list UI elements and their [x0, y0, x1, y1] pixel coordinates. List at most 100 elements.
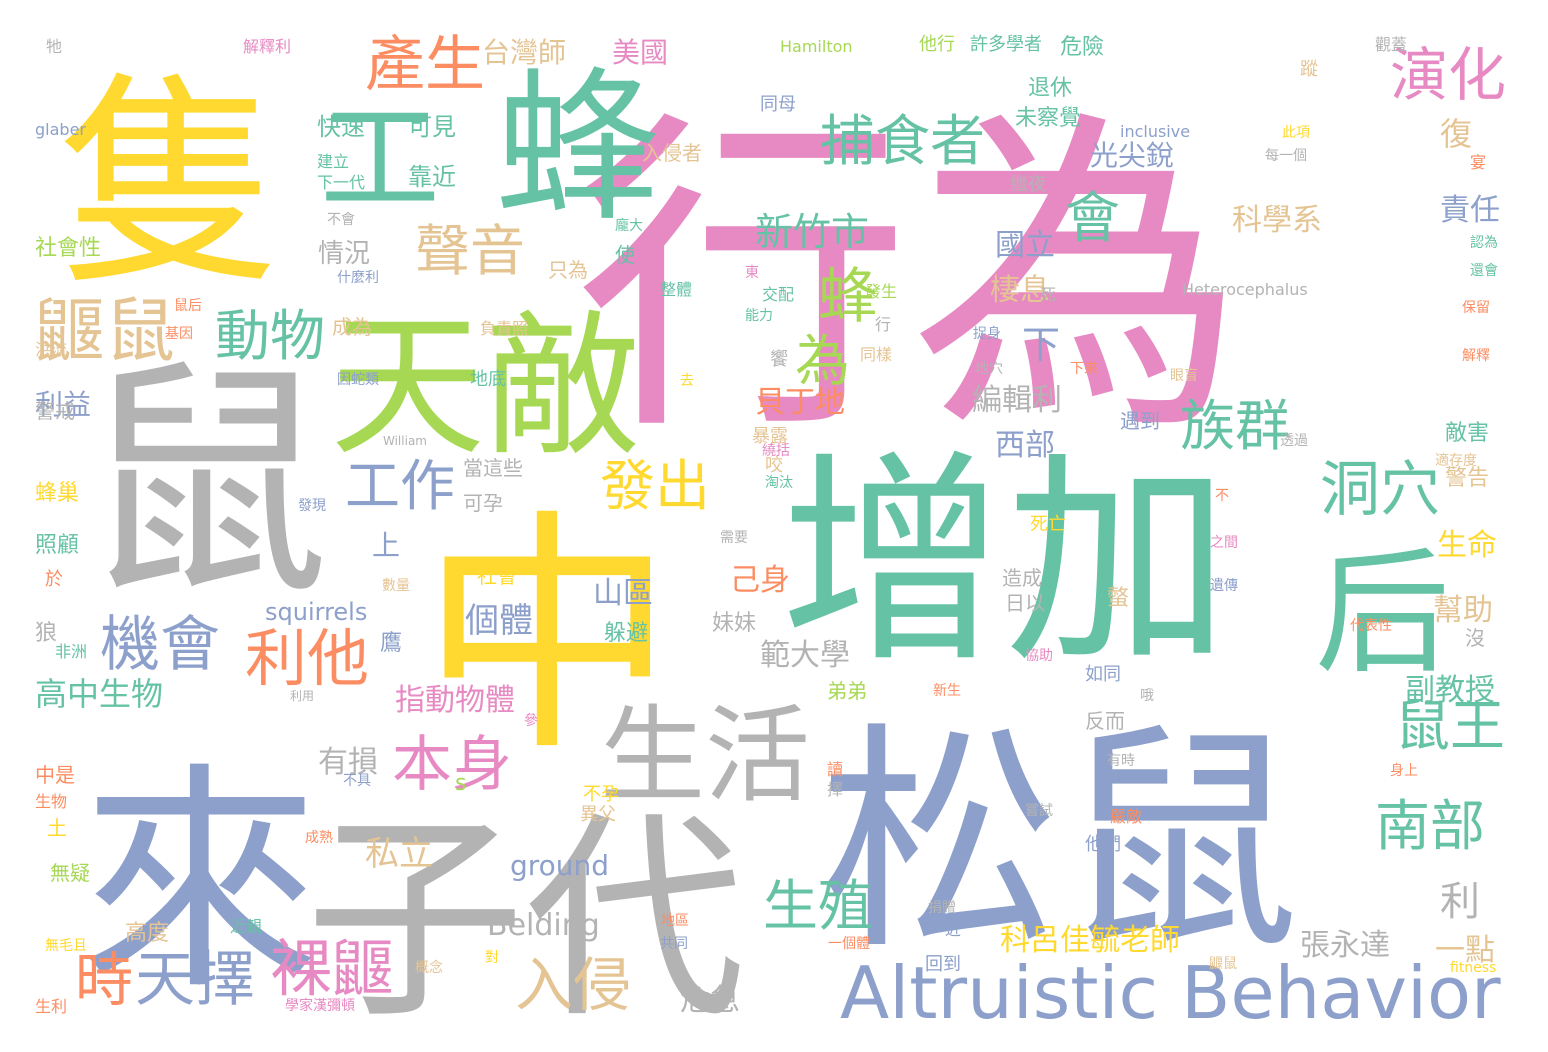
cloud-word-54: 副教授 [1405, 673, 1495, 708]
cloud-word-119: 敵害 [1445, 421, 1489, 446]
cloud-word-59: 高中生物 [35, 675, 163, 713]
cloud-word-36: 天擇 [135, 945, 255, 1015]
cloud-word-124: 因蛇類 [337, 372, 379, 388]
cloud-word-107: 東 [745, 265, 759, 281]
cloud-word-12: Altruistic Behavior [840, 951, 1501, 1035]
cloud-word-61: 私立 [365, 834, 433, 874]
cloud-word-108: 發生 [865, 282, 897, 301]
cloud-word-71: 上 [372, 529, 400, 562]
cloud-word-169: 一個體 [828, 936, 870, 952]
cloud-word-34: 裸鼴 [270, 932, 394, 1005]
cloud-word-14: 產生 [365, 30, 485, 100]
cloud-word-29: 本身 [392, 730, 512, 800]
cloud-word-80: 他行 [919, 34, 955, 55]
cloud-word-143: 協助 [1025, 648, 1053, 664]
cloud-word-92: 龐大 [615, 217, 643, 234]
cloud-word-141: 日以 [1005, 591, 1045, 615]
cloud-word-166: 擇 [827, 780, 843, 799]
cloud-word-103: Heterocephalus [1182, 280, 1308, 299]
cloud-word-91: 使 [615, 243, 635, 267]
cloud-word-5: 來 [80, 742, 320, 1022]
cloud-word-149: 他們 [1085, 834, 1121, 855]
cloud-word-133: 需要 [720, 530, 748, 546]
cloud-word-68: ground [510, 849, 609, 882]
cloud-word-184: 蜂巢 [35, 481, 79, 506]
cloud-word-38: 台灣師 [482, 36, 566, 69]
cloud-word-55: 生命 [1437, 528, 1497, 563]
cloud-word-138: 沒 [1465, 626, 1485, 650]
cloud-word-69: squirrels [265, 598, 367, 626]
cloud-word-150: 嚴敵 [1110, 807, 1142, 826]
cloud-word-72: 快速 [317, 113, 365, 141]
cloud-word-96: 此項 [1282, 125, 1310, 141]
cloud-word-56: 幫助 [1433, 593, 1493, 628]
cloud-word-147: 有時 [1107, 753, 1135, 769]
cloud-word-134: 不 [1215, 488, 1229, 504]
cloud-word-4: 增加 [780, 432, 1230, 694]
cloud-word-84: glaber [35, 120, 86, 139]
cloud-word-58: 指動物體 [395, 683, 515, 718]
cloud-word-114: 下來 [1070, 361, 1098, 377]
cloud-word-44: 棲息 [990, 273, 1050, 308]
cloud-word-198: 無毛且 [45, 938, 87, 954]
cloud-word-183: 警戒 [35, 399, 75, 423]
cloud-word-176: 學家漢彌頓 [285, 997, 355, 1014]
cloud-word-43: 國立 [995, 228, 1055, 263]
cloud-word-135: 之間 [1210, 535, 1238, 551]
cloud-word-172: 地區 [661, 913, 689, 929]
cloud-word-32: 生殖 [763, 874, 873, 938]
cloud-word-1: 隻 [58, 54, 283, 316]
cloud-word-157: 當這些 [463, 456, 523, 480]
cloud-word-31: 南部 [1375, 794, 1485, 858]
cloud-word-156: 社會 [477, 564, 517, 588]
cloud-word-142: 螫 [1107, 586, 1129, 611]
cloud-word-153: 新生 [933, 683, 961, 699]
cloud-word-85: 建立 [317, 152, 349, 171]
cloud-word-81: Hamilton [780, 37, 853, 56]
cloud-word-131: 繞括 [762, 443, 790, 459]
cloud-word-106: 整體 [660, 280, 692, 299]
cloud-word-180: 鼠后 [174, 298, 202, 314]
cloud-word-165: 讀 [827, 760, 843, 779]
cloud-word-105: 能力 [745, 308, 773, 324]
cloud-word-23: 族群 [1180, 394, 1290, 458]
cloud-word-26: 工作 [345, 454, 455, 518]
cloud-word-158: 可孕 [463, 491, 503, 515]
cloud-word-123: 負責照 [480, 319, 528, 338]
cloud-word-195: 無疑 [50, 861, 90, 885]
cloud-word-146: 反而 [1085, 709, 1125, 733]
cloud-word-40: 復 [1440, 115, 1472, 153]
cloud-word-89: 什麼利 [337, 270, 379, 286]
cloud-word-127: 饗 [770, 349, 788, 370]
cloud-word-35: 時 [75, 946, 133, 1014]
cloud-word-118: 解釋 [1462, 348, 1490, 364]
cloud-word-163: 異父 [580, 804, 616, 825]
cloud-word-159: 鷹 [380, 631, 402, 656]
cloud-word-120: 適存度 [1435, 452, 1477, 469]
cloud-word-90: 只為 [548, 258, 588, 282]
cloud-word-109: 行 [875, 315, 891, 334]
cloud-word-83: 牠 [46, 37, 62, 56]
cloud-word-70: 利益 [35, 388, 91, 421]
cloud-word-185: 照顧 [35, 533, 79, 558]
cloud-word-192: 生物 [35, 792, 67, 811]
cloud-word-95: inclusive [1120, 122, 1190, 141]
cloud-word-129: 暴露 [752, 426, 788, 447]
cloud-word-45: 下 [1022, 323, 1060, 367]
cloud-word-178: fitness [1450, 960, 1496, 976]
cloud-word-0: 行為 [575, 85, 1245, 475]
cloud-word-75: 入侵者 [642, 141, 702, 165]
cloud-word-139: 死亡 [1030, 514, 1066, 535]
cloud-word-188: 狼 [35, 621, 57, 646]
cloud-word-77: 未察覺 [1015, 106, 1081, 131]
cloud-word-15: 捕食者 [820, 109, 985, 173]
cloud-word-24: 發出 [600, 454, 710, 518]
cloud-word-57: 己身 [730, 563, 790, 598]
cloud-word-101: 觀蓋 [1375, 35, 1407, 54]
cloud-word-25: 洞穴 [1320, 455, 1440, 525]
cloud-word-182: 洪流 [35, 340, 67, 359]
cloud-word-39: 美國 [612, 36, 668, 69]
cloud-word-30: 鼠王 [1395, 694, 1505, 758]
cloud-word-162: 不孕 [583, 784, 619, 805]
cloud-word-100: 還會 [1470, 263, 1498, 279]
